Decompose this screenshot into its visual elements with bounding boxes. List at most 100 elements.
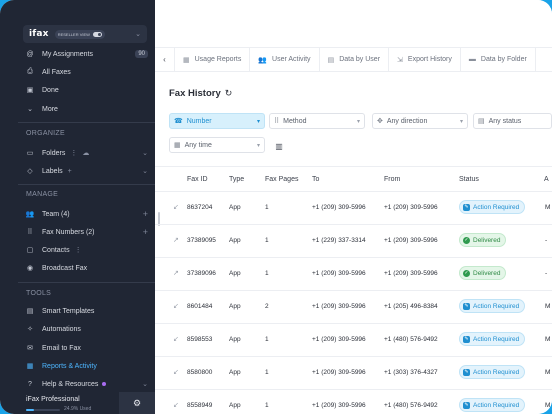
assignee-cell: -	[545, 237, 548, 244]
back-button[interactable]: ‹	[155, 47, 175, 72]
ifax-logo: ifax	[29, 29, 49, 39]
sidebar-item-broadcast-fax[interactable]: ◉ Broadcast Fax	[24, 260, 148, 276]
status-filter[interactable]: ▤ Any status	[473, 113, 552, 129]
chevron-down-icon[interactable]: ⌄	[142, 168, 148, 175]
inbox-icon: ▣	[26, 87, 34, 94]
workspace-switcher[interactable]: ifax RESELLER VIEW ⌄	[23, 25, 147, 43]
reseller-view-toggle[interactable]: RESELLER VIEW	[54, 29, 105, 39]
outgoing-arrow-icon: ↗	[173, 237, 179, 244]
column-header[interactable]: From	[384, 176, 401, 183]
sidebar-item-help-resources[interactable]: ? Help & Resources ⌄	[24, 376, 148, 392]
add-label-icon[interactable]: +	[67, 167, 72, 175]
sidebar-item-smart-templates[interactable]: ▤ Smart Templates	[24, 303, 148, 319]
chevron-down-icon[interactable]: ⌄	[142, 150, 148, 157]
add-fax-number-icon[interactable]: +	[142, 227, 148, 237]
tab-data-by-folder[interactable]: ▬ Data by Folder	[461, 47, 536, 72]
table-row[interactable]: ↗ 37389096 App 1 +1 (209) 309-5996 +1 (209) 3…	[155, 258, 552, 291]
direction-filter[interactable]: ✥ Any direction ▾	[372, 113, 468, 129]
table-header: Fax ID Type Fax Pages To From Status A	[155, 166, 552, 192]
pages-cell: 1	[265, 336, 269, 343]
table-row[interactable]: ↙ 8558949 App 1 +1 (209) 309-5996 +1 (480) 57…	[155, 390, 552, 414]
sidebar-item-label: Labels	[42, 167, 63, 175]
from-cell: +1 (209) 309-5996	[384, 204, 438, 211]
tab-export-history[interactable]: ⇲ Export History	[389, 47, 461, 72]
chevron-down-icon: ⌄	[135, 31, 141, 38]
columns-toggle-button[interactable]: ▥	[272, 139, 286, 153]
column-header[interactable]: Fax ID	[187, 176, 208, 183]
scrollbar-handle[interactable]	[158, 212, 160, 226]
filter-label: Any status	[488, 117, 522, 125]
refresh-icon[interactable]: ↻	[224, 88, 233, 98]
sidebar-item-automations[interactable]: ✧ Automations	[24, 321, 148, 337]
tab-usage-reports[interactable]: ▦ Usage Reports	[175, 47, 251, 72]
from-cell: +1 (209) 309-5996	[384, 270, 438, 277]
add-team-icon[interactable]: +	[142, 209, 148, 219]
sidebar-item-email-to-fax[interactable]: ✉ Email to Fax	[24, 340, 148, 356]
sidebar-item-team[interactable]: 👥 Team (4) +	[24, 206, 148, 222]
fax-id-cell[interactable]: 37389095	[187, 237, 216, 244]
sidebar-item-label: Automations	[42, 325, 81, 333]
more-options-icon[interactable]: ⋮	[70, 150, 78, 157]
tab-data-by-user[interactable]: ▤ Data by User	[320, 47, 390, 72]
filter-label: Method	[283, 117, 307, 125]
sidebar-item-fax-numbers[interactable]: ⠿ Fax Numbers (2) +	[24, 224, 148, 240]
tab-label: Export History	[407, 56, 452, 63]
table-row[interactable]: ↙ 8601484 App 2 +1 (209) 309-5996 +1 (205) 49…	[155, 291, 552, 324]
number-filter[interactable]: ☎ Number ▾	[169, 113, 265, 129]
users-icon: 👥	[258, 56, 268, 64]
from-cell: +1 (480) 576-9492	[384, 402, 438, 409]
fax-id-cell[interactable]: 8601484	[187, 303, 213, 310]
table-row[interactable]: ↗ 37389095 App 1 +1 (229) 337-3314 +1 (209) 3…	[155, 225, 552, 258]
delivered-check-icon: ✓	[463, 269, 470, 277]
sidebar-item-reports-activity[interactable]: ▦ Reports & Activity	[24, 358, 148, 374]
page-title: Fax History ↻	[169, 88, 232, 99]
page-title-text: Fax History	[169, 88, 221, 99]
folder-icon: ▭	[26, 150, 34, 157]
fax-id-cell[interactable]: 8637204	[187, 204, 213, 211]
table-row[interactable]: ↙ 8637204 App 1 +1 (209) 309-5996 +1 (209) 30…	[155, 192, 552, 225]
tab-label: Data by User	[339, 56, 381, 63]
sidebar-item-my-assignments[interactable]: @ My Assignments 90	[24, 46, 148, 62]
column-header[interactable]: To	[312, 176, 320, 183]
assignments-count-badge: 90	[135, 50, 148, 58]
chevron-down-icon[interactable]: ⌄	[142, 381, 148, 388]
incoming-arrow-icon: ↙	[173, 369, 179, 376]
column-header[interactable]: A	[544, 176, 549, 183]
status-badge: ✓ Delivered	[459, 233, 507, 247]
sidebar-item-contacts[interactable]: ▢ Contacts ⋮	[24, 242, 148, 258]
tab-user-activity[interactable]: 👥 User Activity	[250, 47, 320, 72]
table-row[interactable]: ↙ 8580800 App 1 +1 (209) 309-5996 +1 (303) 37…	[155, 357, 552, 390]
sidebar-item-folders[interactable]: ▭ Folders ⋮ ☁ ⌄	[24, 145, 148, 161]
action-required-icon: ✎	[463, 335, 470, 343]
fax-id-cell[interactable]: 37389096	[187, 270, 216, 277]
sidebar-item-label: My Assignments	[42, 50, 93, 58]
sidebar-item-done[interactable]: ▣ Done	[24, 82, 148, 98]
more-options-icon[interactable]: ⋮	[74, 247, 82, 254]
status-badge: ✎ Action Required	[459, 299, 526, 313]
filter-label: Number	[186, 117, 212, 125]
sidebar-item-more[interactable]: ⌄ More	[24, 101, 148, 117]
chevron-down-icon: ▾	[256, 118, 260, 125]
manage-section-title: MANAGE	[26, 191, 59, 198]
settings-gear-button[interactable]: ⚙	[119, 392, 155, 414]
sidebar-item-label: Reports & Activity	[42, 362, 97, 370]
sidebar-divider	[18, 282, 155, 283]
table-row[interactable]: ↙ 8598553 App 1 +1 (209) 309-5996 +1 (480) 57…	[155, 324, 552, 357]
column-header[interactable]: Type	[229, 176, 245, 183]
fax-id-cell[interactable]: 8598553	[187, 336, 213, 343]
column-header[interactable]: Status	[459, 176, 479, 183]
printer-icon: ⎙	[27, 68, 33, 75]
at-icon: @	[26, 50, 34, 58]
phone-icon: ☎	[174, 118, 183, 125]
status-label: Action Required	[473, 335, 520, 343]
fax-id-cell[interactable]: 8580800	[187, 369, 213, 376]
time-filter[interactable]: ▦ Any time ▾	[169, 137, 265, 153]
column-header[interactable]: Fax Pages	[265, 176, 299, 183]
sidebar-item-label: Broadcast Fax	[42, 264, 88, 272]
fax-id-cell[interactable]: 8558949	[187, 402, 213, 409]
type-cell: App	[229, 303, 241, 310]
method-filter[interactable]: ⠿ Method ▾	[269, 113, 365, 129]
sidebar-item-labels[interactable]: ◇ Labels + ⌄	[24, 163, 148, 179]
sidebar-item-all-faxes[interactable]: ⎙ All Faxes	[24, 64, 148, 80]
toggle-switch-icon	[92, 31, 102, 37]
